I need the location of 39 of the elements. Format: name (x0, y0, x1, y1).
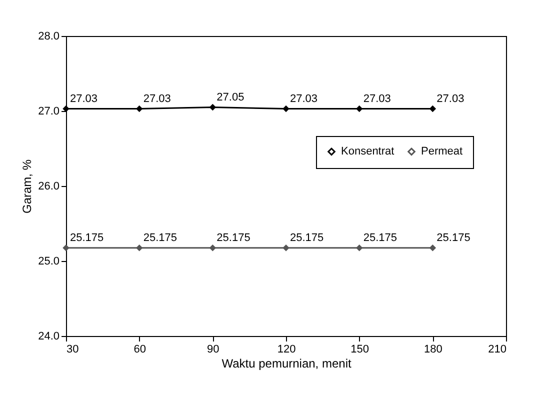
data-label: 27.03 (290, 92, 318, 105)
x-tick-label: 210 (488, 344, 506, 356)
y-tick-label: 27.0 (38, 106, 60, 118)
point (429, 105, 436, 112)
y-tick-label: 24.0 (38, 330, 60, 342)
y-axis-title: Garam, % (20, 159, 34, 214)
y-tick-label: 26.0 (38, 180, 60, 192)
point (62, 244, 70, 252)
point (356, 244, 363, 252)
point (282, 105, 290, 112)
point (209, 104, 216, 111)
data-label: 27.03 (70, 92, 98, 105)
data-label: 25.175 (436, 232, 470, 244)
data-label: 25.175 (70, 232, 104, 244)
data-label: 25.175 (216, 232, 250, 244)
point (136, 105, 143, 112)
y-tick-label: 28.0 (38, 30, 60, 42)
x-tick-label: 60 (134, 344, 146, 356)
point (429, 244, 436, 252)
point (282, 244, 290, 252)
data-label: 27.03 (143, 92, 171, 105)
data-label: 27.03 (436, 92, 464, 105)
x-tick-label: 90 (207, 344, 220, 356)
x-tick-label: 30 (66, 344, 79, 356)
legend-label: Permeat (421, 146, 463, 158)
data-label: 25.175 (143, 232, 177, 244)
y-tick-label: 25.0 (38, 256, 60, 268)
x-tick-label: 150 (350, 344, 370, 356)
x-tick-label: 120 (277, 344, 296, 356)
point (209, 244, 216, 252)
data-label: 25.175 (290, 232, 324, 244)
data-label: 27.03 (363, 92, 391, 105)
point (356, 105, 363, 112)
x-axis-title: Waktu pemurnian, menit (222, 356, 352, 370)
x-tick-label: 180 (424, 344, 442, 356)
data-label: 27.05 (216, 91, 244, 104)
legend-label: Konsentrat (341, 146, 394, 158)
point (136, 244, 143, 252)
data-label: 25.175 (363, 232, 397, 244)
